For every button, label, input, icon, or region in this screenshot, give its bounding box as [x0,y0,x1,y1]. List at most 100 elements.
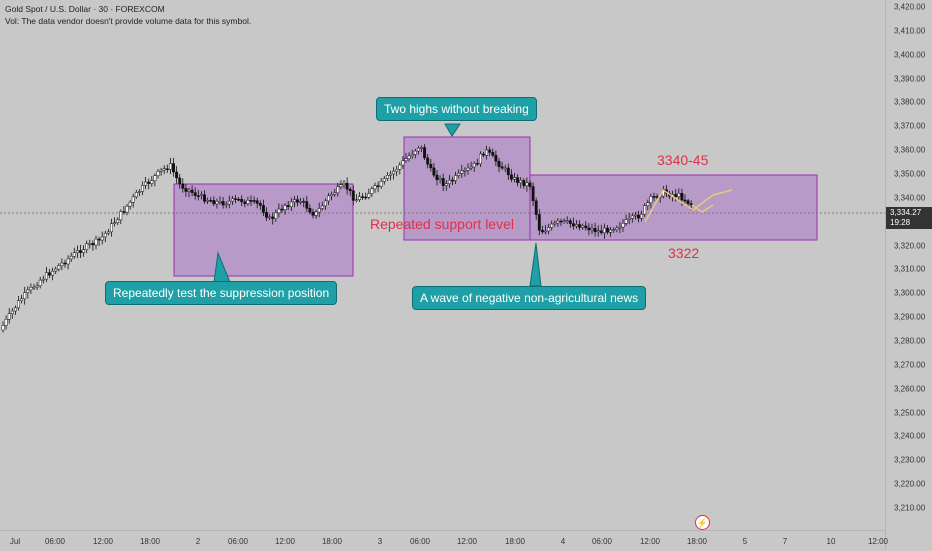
candle-body [485,149,489,156]
candle-body [122,211,126,213]
candle-body [131,196,135,203]
candle-body [578,224,582,228]
candle-body [305,201,309,209]
candle-body [423,147,427,159]
candle-body [630,215,634,219]
candle-body [497,161,501,167]
candle-body [615,227,619,230]
candle-body [373,185,377,190]
candle-body [255,200,259,204]
candle-body [655,196,659,198]
price-tick: 3,240.00 [894,431,926,441]
candle-body [7,313,11,320]
candle-body [447,179,451,184]
price-tick: 3,400.00 [894,50,926,60]
time-tick: 12:00 [867,537,889,546]
candle-body [193,192,197,196]
candle-body [258,203,262,206]
time-tick: 18:00 [504,537,526,546]
candle-body [354,199,358,201]
candle-body [491,152,495,156]
candle-body [271,216,275,219]
candle-body [17,300,20,309]
candle-body [323,200,327,207]
chart-canvas[interactable] [0,0,885,530]
candle-body [376,185,380,187]
candle-body [556,220,560,224]
candle-body [10,310,14,314]
price-tick: 3,350.00 [894,169,926,179]
callout-suppression[interactable]: Repeatedly test the suppression position [105,281,338,305]
price-tick: 3,320.00 [894,241,926,251]
candle-body [565,220,569,222]
candle-body [531,186,535,202]
candle-body [79,250,82,253]
price-tick: 3,290.00 [894,312,926,322]
candle-body [627,217,631,220]
candle-body [509,174,513,180]
time-tick: 18:00 [321,537,343,546]
candle-body [60,262,64,266]
candle-body [94,238,98,246]
candle-body [113,222,117,224]
price-tick: 3,420.00 [894,2,926,12]
candle-body [268,216,272,219]
time-axis[interactable]: Jul 06:00 12:00 18:00 2 06:00 12:00 18:00 3 06:00… [0,530,889,551]
projection-path [644,188,733,223]
price-axis[interactable]: 3,420.00 3,410.00 3,400.00 3,390.00 3,380.00… [885,0,932,550]
price-tick: 3,370.00 [894,121,926,131]
candle-body [119,211,123,221]
candle-body [280,208,284,211]
candle-body [144,181,148,186]
callout-two-highs[interactable]: Two highs without breaking [376,97,537,121]
time-tick: 12:00 [639,537,661,546]
lightning-icon[interactable]: ⚡ [695,515,710,530]
candle-body [128,202,132,207]
candle-body [435,174,439,181]
candle-body [472,163,476,168]
candle-body [196,195,200,197]
resistance-label[interactable]: 3340-45 [657,152,709,168]
candle-body [308,208,312,213]
support-level-label[interactable]: Repeated support level [370,216,514,232]
symbol-title[interactable]: Gold Spot / U.S. Dollar · 30 · FOREXCOM [5,4,165,14]
candle-body [150,180,154,184]
candle-body [141,185,144,192]
candle-body [500,166,504,169]
candle-body [426,157,430,165]
candle-body [429,163,433,169]
candle-body [159,169,163,172]
volume-note: Vol: The data vendor doesn't provide vol… [5,16,252,26]
candle-body [463,169,467,172]
candle-body [181,183,185,189]
candle-body [581,225,585,228]
candle-body [75,250,79,253]
candle-body [482,153,485,156]
candle-body [590,228,594,231]
candle-body [367,193,371,198]
candle-body [4,319,8,326]
candle-body [410,154,414,157]
candle-body [165,168,169,170]
candle-body [454,175,458,181]
candle-body [168,163,172,170]
support-price-label[interactable]: 3322 [668,245,700,261]
chart-area[interactable]: Gold Spot / U.S. Dollar · 30 · FOREXCOM … [0,0,885,530]
candle-body [537,214,541,231]
candle-body [680,193,684,201]
price-tick: 3,260.00 [894,384,926,394]
price-tick: 3,300.00 [894,288,926,298]
time-tick: 06:00 [591,537,613,546]
time-tick: 06:00 [409,537,431,546]
candle-body [534,200,538,215]
candle-body [283,205,287,210]
candle-body [66,258,70,265]
candle-body [249,200,253,202]
candle-body [559,220,563,223]
candle-body [103,232,107,238]
candle-body [646,202,650,206]
candle-body [212,200,216,205]
candle-body [398,164,402,170]
candle-body [314,211,318,216]
callout-nfp-news[interactable]: A wave of negative non-agricultural news [412,286,647,310]
